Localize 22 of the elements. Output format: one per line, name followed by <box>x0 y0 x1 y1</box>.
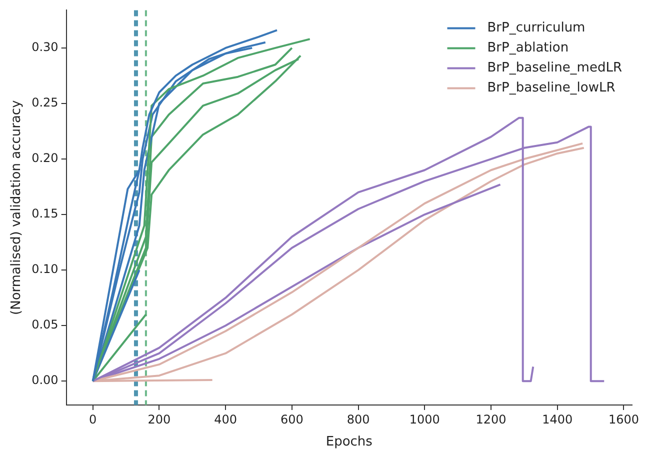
y-tick-label: 0.05 <box>32 318 58 332</box>
y-tick-label: 0.25 <box>32 96 58 110</box>
y-axis-title: (Normalised) validation accuracy <box>9 100 24 315</box>
legend-label: BrP_baseline_medLR <box>487 60 622 76</box>
legend-label: BrP_curriculum <box>487 20 586 36</box>
y-tick-label: 0.30 <box>32 40 58 54</box>
x-tick-label: 0 <box>89 412 97 426</box>
y-tick-label: 0.10 <box>32 262 58 276</box>
x-axis-title: Epochs <box>326 434 373 450</box>
x-tick-label: 800 <box>346 412 370 426</box>
x-tick-label: 400 <box>214 412 238 426</box>
x-tick-label: 1400 <box>542 412 573 426</box>
y-tick-label: 0.00 <box>32 373 58 388</box>
x-tick-label: 1200 <box>476 412 506 426</box>
x-tick-label: 600 <box>280 412 304 426</box>
legend-label: BrP_ablation <box>487 40 569 56</box>
y-tick-label: 0.15 <box>32 206 58 221</box>
y-tick-label: 0.20 <box>32 151 58 166</box>
x-tick-label: 200 <box>148 412 171 426</box>
legend-label: BrP_baseline_lowLR <box>487 80 616 96</box>
x-tick-label: 1000 <box>409 412 440 426</box>
x-tick-label: 1600 <box>608 412 639 426</box>
